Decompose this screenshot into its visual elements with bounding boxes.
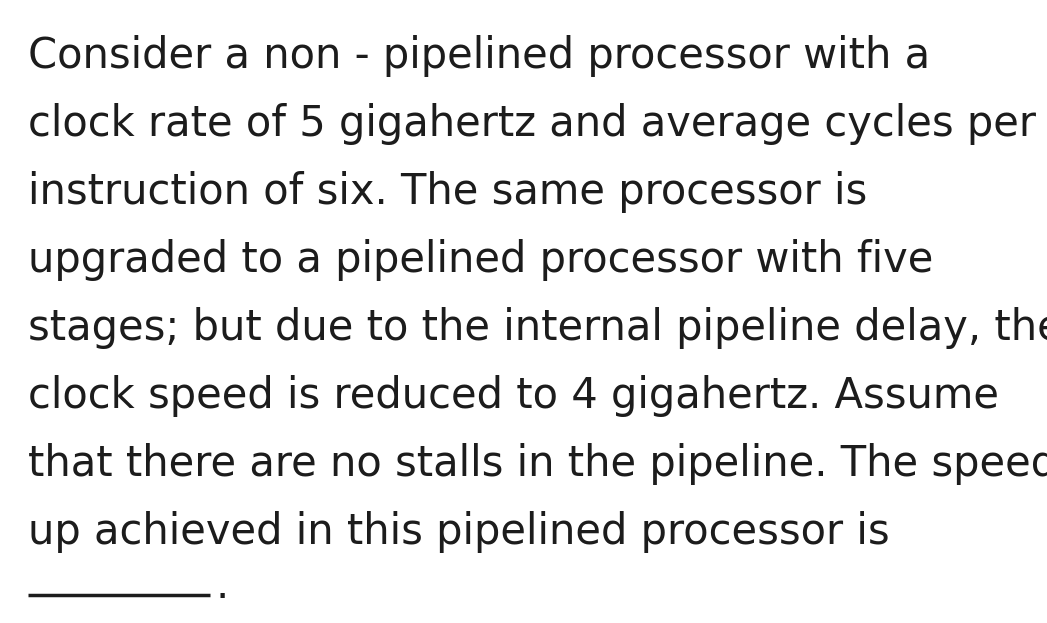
Text: that there are no stalls in the pipeline. The speed: that there are no stalls in the pipeline… [28,443,1047,485]
Text: upgraded to a pipelined processor with five: upgraded to a pipelined processor with f… [28,239,933,281]
Text: clock speed is reduced to 4 gigahertz. Assume: clock speed is reduced to 4 gigahertz. A… [28,375,999,417]
Text: instruction of six. The same processor is: instruction of six. The same processor i… [28,171,867,213]
Text: stages; but due to the internal pipeline delay, the: stages; but due to the internal pipeline… [28,307,1047,349]
Text: .: . [215,565,228,607]
Text: Consider a non - pipelined processor with a: Consider a non - pipelined processor wit… [28,35,930,77]
Text: up achieved in this pipelined processor is: up achieved in this pipelined processor … [28,511,890,553]
Text: clock rate of 5 gigahertz and average cycles per: clock rate of 5 gigahertz and average cy… [28,103,1035,145]
